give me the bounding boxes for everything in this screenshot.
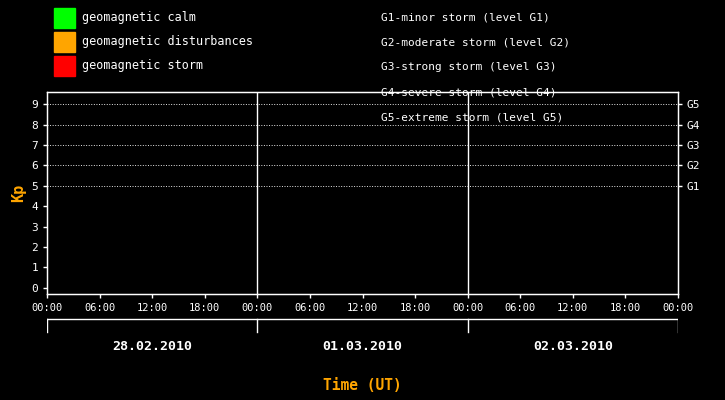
Text: G2-moderate storm (level G2): G2-moderate storm (level G2)	[381, 38, 570, 48]
Text: G1-minor storm (level G1): G1-minor storm (level G1)	[381, 13, 550, 23]
Text: Time (UT): Time (UT)	[323, 378, 402, 394]
Text: 28.02.2010: 28.02.2010	[112, 340, 192, 354]
Text: G5-extreme storm (level G5): G5-extreme storm (level G5)	[381, 112, 563, 122]
Y-axis label: Kp: Kp	[11, 184, 26, 202]
Text: geomagnetic calm: geomagnetic calm	[82, 12, 196, 24]
Text: G3-strong storm (level G3): G3-strong storm (level G3)	[381, 62, 556, 72]
Text: 01.03.2010: 01.03.2010	[323, 340, 402, 354]
Text: geomagnetic disturbances: geomagnetic disturbances	[82, 36, 253, 48]
Text: G4-severe storm (level G4): G4-severe storm (level G4)	[381, 87, 556, 97]
Text: 02.03.2010: 02.03.2010	[533, 340, 613, 354]
Text: geomagnetic storm: geomagnetic storm	[82, 60, 203, 72]
